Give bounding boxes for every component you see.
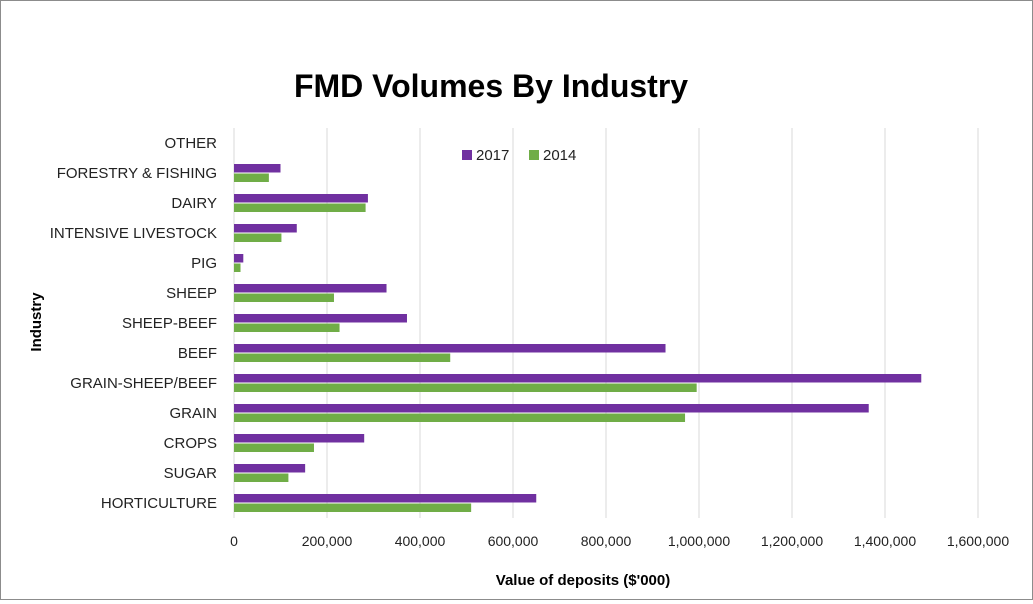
x-axis-title: Value of deposits ($'000) — [496, 572, 670, 589]
x-tick-label: 0 — [230, 533, 238, 549]
bar-2014 — [234, 263, 241, 272]
chart-title: FMD Volumes By Industry — [294, 68, 688, 104]
x-tick-label: 400,000 — [395, 533, 446, 549]
x-tick-label: 200,000 — [302, 533, 353, 549]
category-label: SUGAR — [164, 465, 218, 482]
legend-label: 2014 — [543, 147, 576, 164]
category-label: OTHER — [165, 135, 218, 152]
x-tick-label: 1,600,000 — [947, 533, 1009, 549]
category-label: GRAIN-SHEEP/BEEF — [70, 375, 217, 392]
y-axis-title: Industry — [28, 292, 45, 352]
category-label: PIG — [191, 255, 217, 272]
category-label: GRAIN — [169, 405, 217, 422]
bar-2014 — [234, 173, 269, 182]
bar-2014 — [234, 473, 289, 482]
legend-swatch — [462, 150, 472, 160]
x-tick-label: 600,000 — [488, 533, 539, 549]
bar-2017 — [234, 314, 407, 323]
bars — [234, 164, 922, 512]
bar-2017 — [234, 464, 306, 473]
legend-swatch — [529, 150, 539, 160]
category-label: CROPS — [164, 435, 217, 452]
bar-2017 — [234, 284, 387, 293]
category-label: HORTICULTURE — [101, 495, 217, 512]
bar-2017 — [234, 494, 537, 503]
category-label: SHEEP-BEEF — [122, 315, 217, 332]
bar-2017 — [234, 344, 666, 353]
legend-label: 2017 — [476, 147, 509, 164]
bar-2014 — [234, 203, 366, 212]
category-label: INTENSIVE LIVESTOCK — [50, 225, 217, 242]
x-tick-label: 1,200,000 — [761, 533, 823, 549]
category-label: DAIRY — [171, 195, 217, 212]
bar-2017 — [234, 374, 922, 383]
bar-2014 — [234, 323, 340, 332]
bar-2017 — [234, 224, 297, 233]
bar-2014 — [234, 383, 697, 392]
bar-2017 — [234, 254, 244, 263]
x-tick-label: 800,000 — [581, 533, 632, 549]
legend: 2017 2014 — [462, 147, 576, 164]
bar-2014 — [234, 293, 334, 302]
category-label: FORESTRY & FISHING — [57, 165, 217, 182]
bar-2017 — [234, 434, 365, 443]
bar-2014 — [234, 353, 451, 362]
category-labels: OTHER FORESTRY & FISHING DAIRY INTENSIVE LI… — [50, 135, 217, 512]
gridlines — [233, 128, 979, 518]
x-tick-label: 1,400,000 — [854, 533, 916, 549]
bar-2014 — [234, 233, 282, 242]
category-label: SHEEP — [166, 285, 217, 302]
bar-2014 — [234, 443, 314, 452]
category-label: BEEF — [178, 345, 217, 362]
x-tick-label: 1,000,000 — [668, 533, 730, 549]
bar-2017 — [234, 194, 368, 203]
x-tick-labels: 0 200,000 400,000 600,000 800,000 1,000,000 1,… — [230, 533, 1009, 549]
bar-2017 — [234, 404, 869, 413]
bar-2014 — [234, 503, 472, 512]
bar-2014 — [234, 413, 686, 422]
bar-2017 — [234, 164, 281, 173]
